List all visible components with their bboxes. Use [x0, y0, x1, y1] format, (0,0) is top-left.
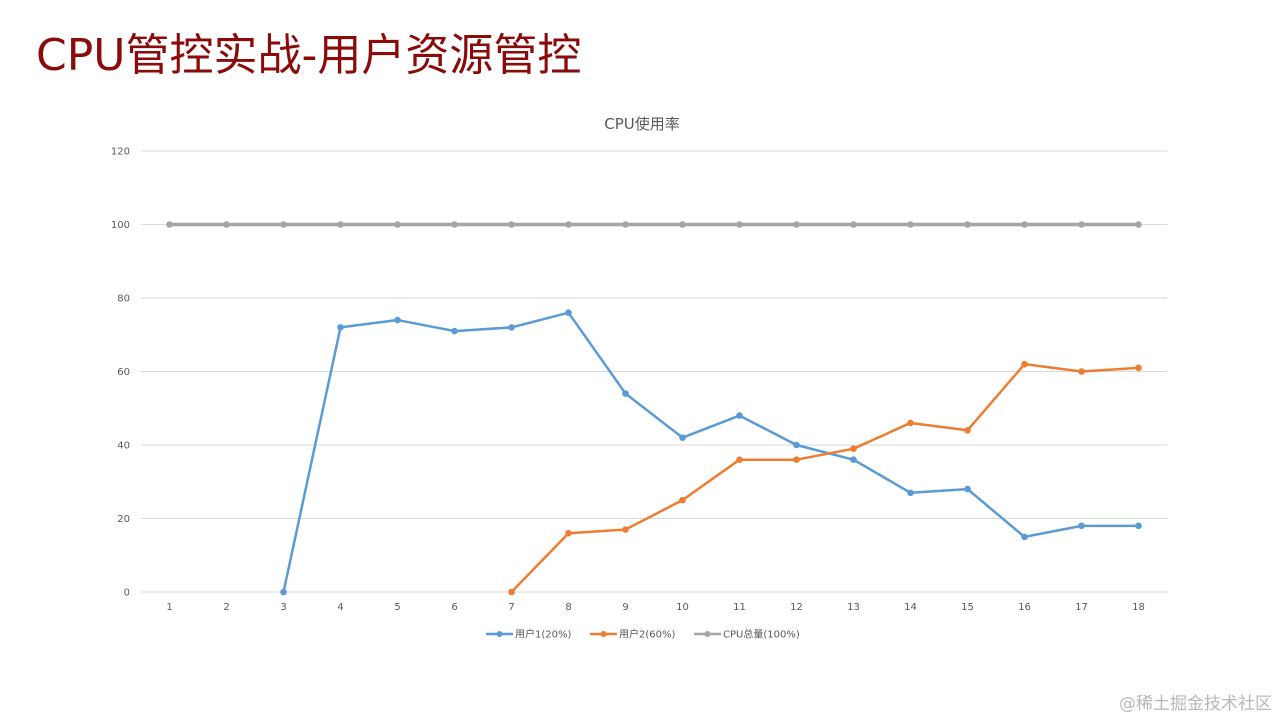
legend-item: CPU总量(100%) — [694, 628, 800, 641]
legend-label: 用户1(20%) — [515, 628, 571, 641]
x-tick-label: 1 — [166, 602, 172, 613]
data-point-marker — [451, 327, 458, 335]
data-point-marker — [622, 526, 629, 533]
x-tick-label: 15 — [961, 602, 974, 613]
legend-label: CPU总量(100%) — [723, 628, 800, 641]
x-tick-label: 4 — [337, 602, 343, 613]
data-point-marker — [565, 309, 572, 317]
data-point-marker — [280, 588, 287, 596]
data-point-marker — [1078, 522, 1085, 530]
x-tick-label: 9 — [622, 602, 628, 613]
data-point-marker — [1078, 221, 1085, 228]
data-point-marker — [679, 434, 686, 441]
slide-title: CPU管控实战-用户资源管控 — [36, 30, 582, 81]
data-point-marker — [736, 412, 743, 419]
data-point-marker — [793, 221, 800, 228]
data-point-marker — [337, 324, 344, 331]
y-tick-label: 0 — [124, 588, 130, 599]
x-tick-label: 17 — [1075, 602, 1088, 613]
data-point-marker — [964, 485, 971, 493]
data-point-marker — [964, 427, 971, 434]
data-point-marker — [451, 221, 458, 228]
y-tick-label: 80 — [117, 294, 130, 305]
series-line — [510, 362, 1140, 594]
x-tick-label: 10 — [676, 602, 689, 613]
data-point-marker — [907, 221, 914, 228]
data-point-marker — [622, 221, 629, 228]
series-0 — [280, 309, 1142, 596]
data-point-marker — [793, 441, 800, 449]
series-2 — [166, 221, 1142, 228]
y-axis-ticks: 0 20 40 60 80 100 120 — [111, 147, 130, 599]
series-1 — [508, 360, 1142, 596]
x-tick-label: 13 — [847, 602, 860, 613]
x-tick-label: 7 — [508, 602, 514, 613]
data-point-marker — [394, 221, 401, 228]
x-tick-label: 5 — [394, 602, 400, 613]
x-tick-label: 2 — [223, 602, 229, 613]
x-tick-label: 11 — [733, 602, 746, 613]
data-point-marker — [1021, 360, 1028, 368]
data-point-marker — [1135, 364, 1142, 372]
data-point-marker — [679, 221, 686, 228]
y-tick-label: 20 — [117, 514, 130, 525]
data-point-marker — [1078, 368, 1085, 375]
watermark: @稀土掘金技术社区 — [1119, 694, 1272, 714]
legend-item: 用户1(20%) — [486, 628, 571, 641]
data-point-marker — [850, 221, 857, 228]
data-point-marker — [1021, 533, 1028, 541]
data-point-marker — [1135, 522, 1142, 530]
data-point-marker — [565, 221, 572, 228]
data-point-marker — [736, 456, 743, 464]
x-axis-ticks: 1 2 3 4 5 6 7 8 9 10 11 12 13 14 15 16 17 18 — [166, 602, 1145, 613]
data-point-marker — [223, 221, 230, 228]
y-tick-label: 120 — [111, 147, 130, 158]
data-point-marker — [964, 221, 971, 228]
series-lines — [166, 221, 1142, 596]
chart-title: CPU使用率 — [604, 115, 680, 133]
x-tick-label: 8 — [565, 602, 571, 613]
data-point-marker — [850, 456, 857, 464]
data-point-marker — [508, 324, 515, 331]
x-tick-label: 16 — [1018, 602, 1031, 613]
data-point-marker — [736, 221, 743, 228]
data-point-marker — [508, 588, 515, 596]
y-tick-label: 60 — [117, 367, 130, 378]
x-tick-label: 6 — [451, 602, 457, 613]
data-point-marker — [565, 529, 572, 537]
data-point-marker — [1135, 221, 1142, 228]
data-point-marker — [793, 456, 800, 464]
data-point-marker — [907, 489, 914, 497]
x-tick-label: 12 — [790, 602, 803, 613]
legend: 用户1(20%) 用户2(60%) CPU总量(100%) — [486, 628, 800, 641]
data-point-marker — [907, 419, 914, 427]
data-point-marker — [337, 221, 344, 228]
y-tick-label: 100 — [111, 220, 130, 231]
y-tick-label: 40 — [117, 441, 130, 452]
data-point-marker — [1021, 221, 1028, 228]
legend-label: 用户2(60%) — [619, 628, 675, 641]
x-tick-label: 14 — [904, 602, 917, 613]
data-point-marker — [280, 221, 287, 228]
data-point-marker — [394, 316, 401, 324]
legend-marker-icon — [496, 631, 503, 637]
data-point-marker — [508, 221, 515, 228]
data-point-marker — [166, 221, 173, 228]
x-tick-label: 3 — [280, 602, 286, 613]
series-line — [282, 311, 1140, 594]
legend-marker-icon — [704, 631, 711, 637]
data-point-marker — [622, 390, 629, 397]
data-point-marker — [679, 496, 686, 504]
x-tick-label: 18 — [1132, 602, 1145, 613]
legend-item: 用户2(60%) — [590, 628, 675, 641]
legend-marker-icon — [600, 631, 607, 637]
data-point-marker — [850, 445, 857, 452]
